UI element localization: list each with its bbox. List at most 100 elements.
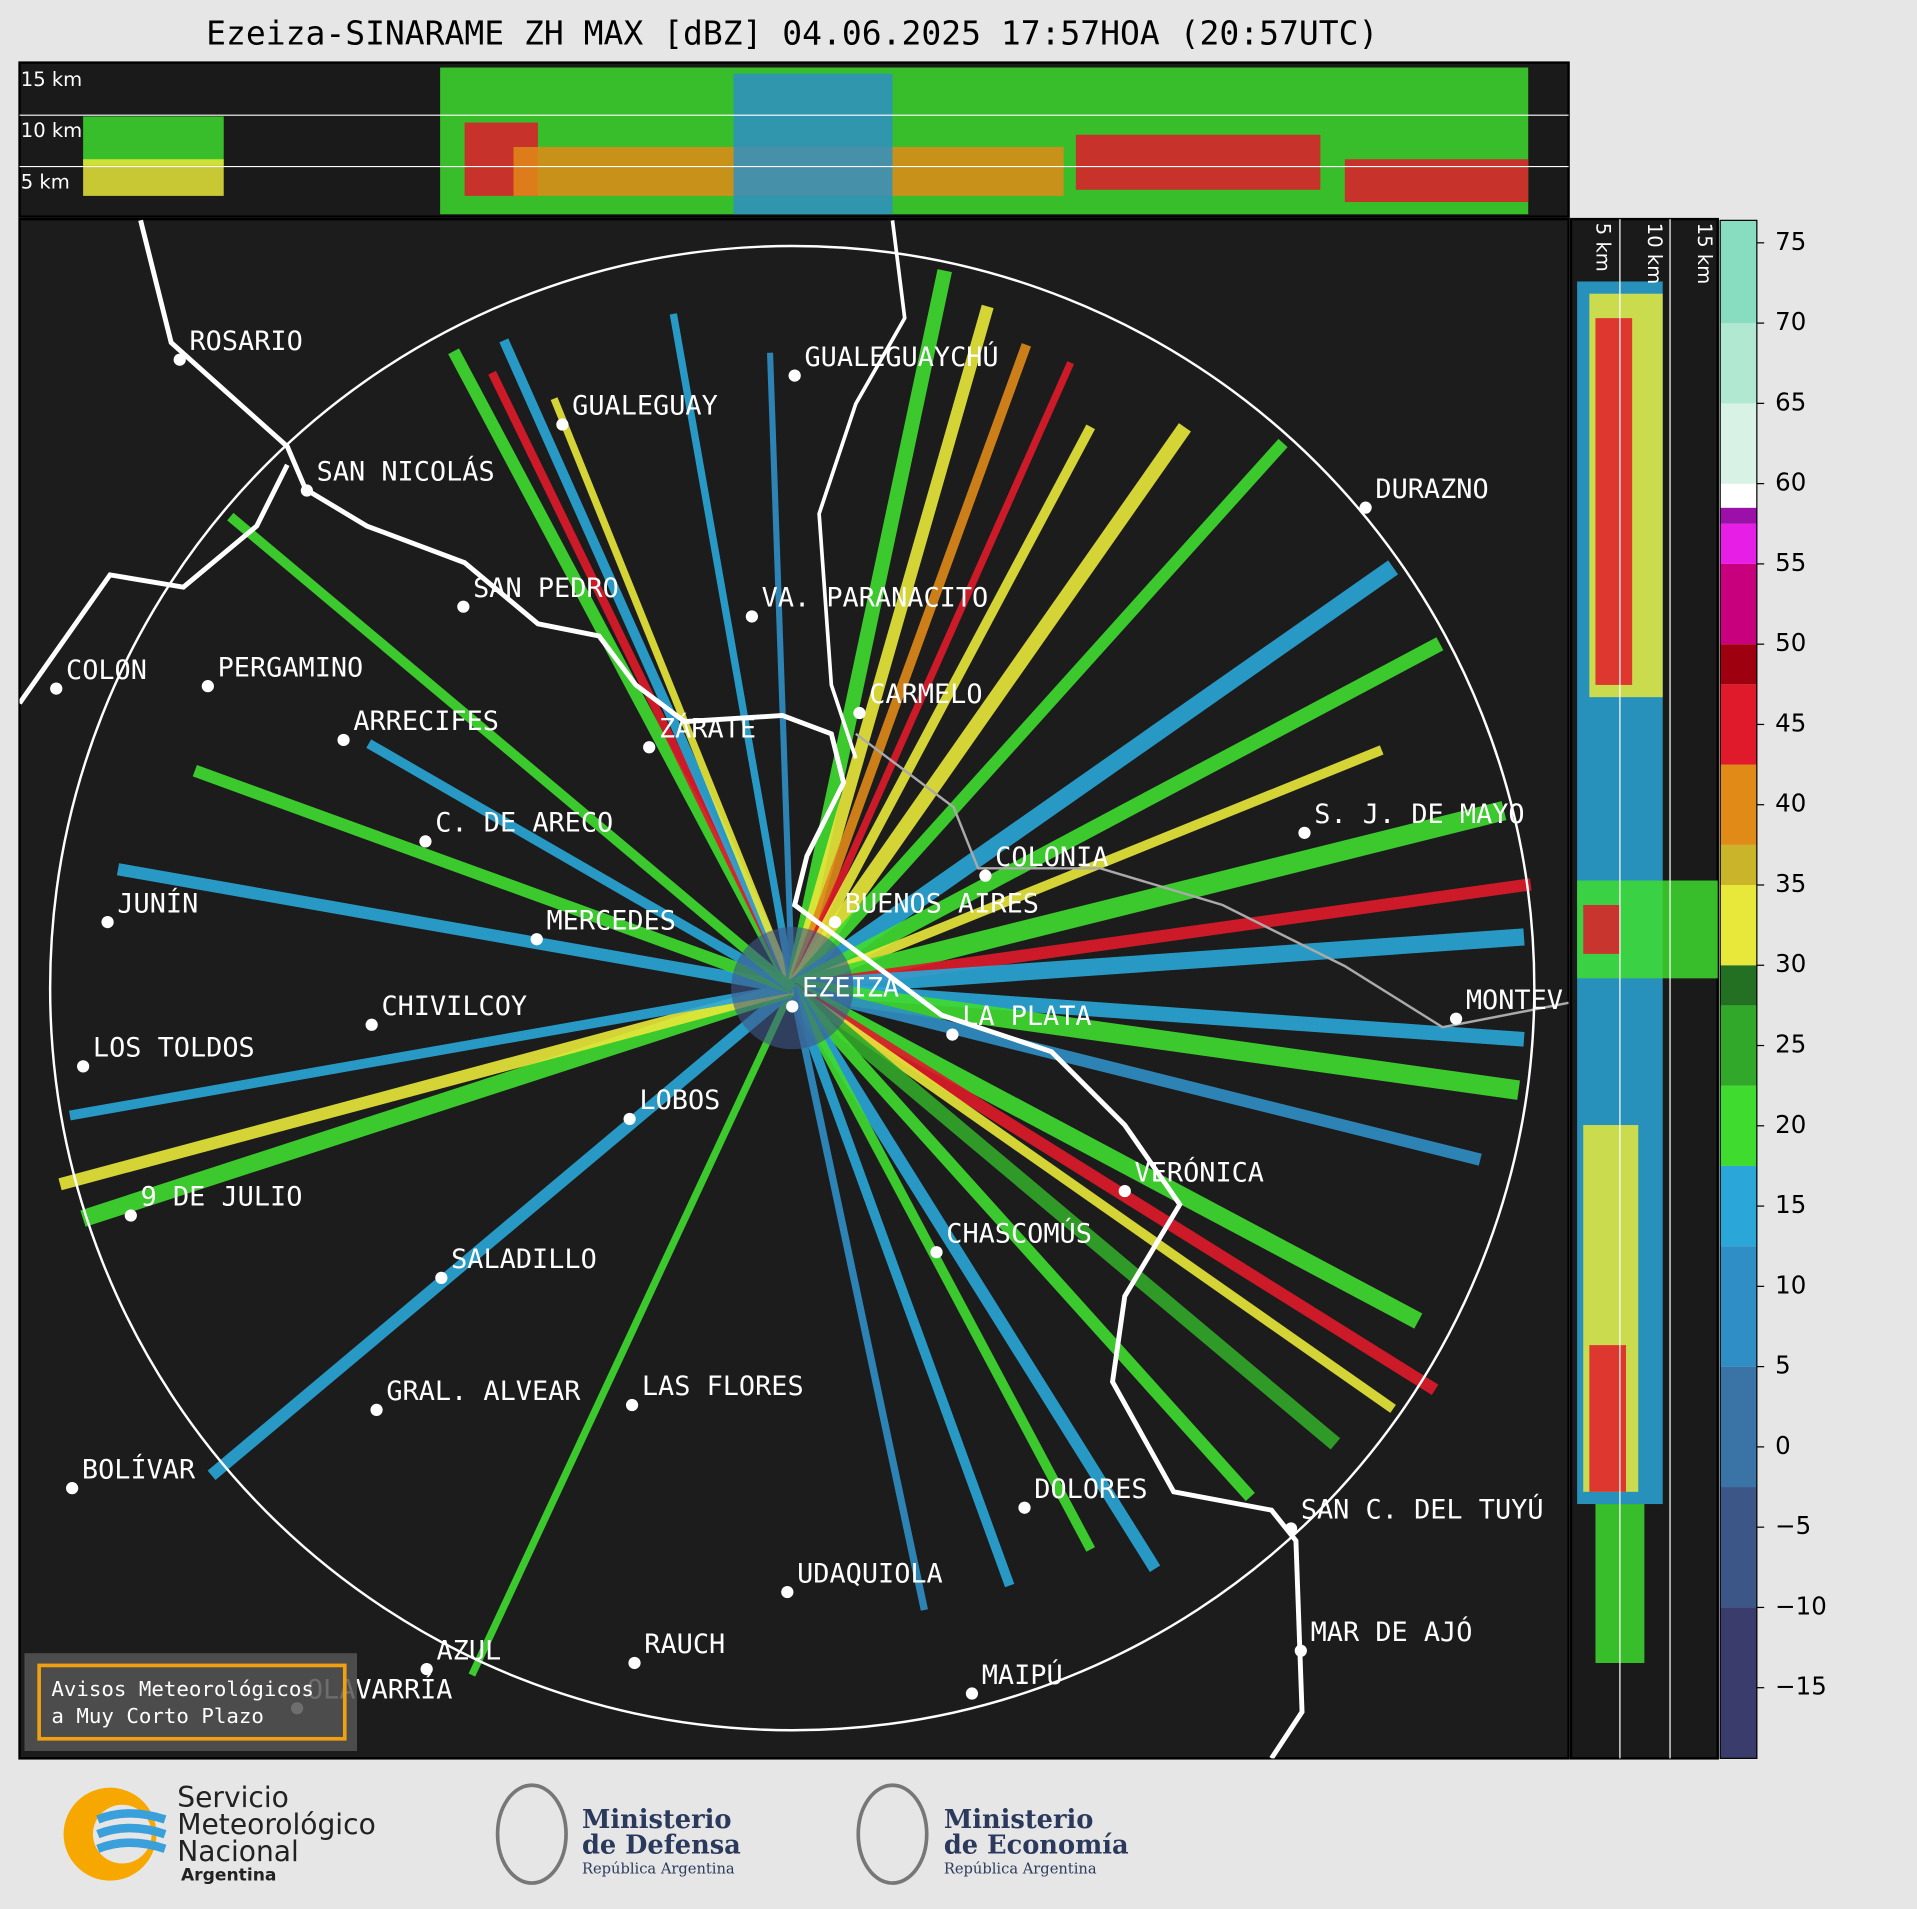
radar-ray [788,982,1439,1395]
radar-ray [790,982,1482,1166]
notice-text: a Muy Corto Plazo [51,1704,264,1728]
radar-ray [787,424,1096,991]
city-label: SAN NICOLÁS [317,456,495,488]
cross-section [1595,318,1633,685]
city-label: SAN PEDRO [473,573,619,604]
coat-of-arms [856,1783,929,1885]
cross-section [1583,904,1620,954]
city-dot [66,1482,79,1495]
city-label: DURAZNO [1375,474,1488,505]
cross-section [1075,134,1321,190]
cities: ROSARIO GUALEGUAYCHÚ GUALEGUAY SAN NICOLÁS D… [50,326,1563,1715]
height-label: 5 km [21,171,70,194]
cross-section [83,116,224,166]
logo-text: Nacional [177,1835,299,1868]
city-label: COLONIA [995,842,1108,873]
colorbar-band [1720,764,1757,845]
city-dot [124,1209,137,1222]
city-dot [370,1403,383,1417]
city-dot [1118,1184,1131,1198]
colorbar-band [1720,403,1757,484]
city-dot [788,369,801,382]
city-dot [530,933,543,946]
radar-clutter [731,926,854,1050]
notice-box [37,1663,347,1741]
city-label: VERÓNICA [1135,1156,1264,1188]
radar-ray [791,928,1525,997]
logo-text: Argentina [181,1866,276,1886]
radar-ray [786,423,1191,993]
city-label: EZEIZA [802,973,899,1004]
colorbar-band [1720,644,1757,685]
height-label: 5 km [1592,223,1615,272]
city-label: DOLORES [1034,1474,1147,1505]
city-label: ZÁRATE [659,712,756,744]
city-label: LA PLATA [962,1001,1091,1032]
city-label: BUENOS AIRES [845,888,1039,919]
city-label: GUALEGUAYCHÚ [804,341,998,373]
colorbar-tick-label: 30 [1775,949,1806,978]
colorbar-tick-label: 35 [1775,869,1806,898]
colorbar-band [1720,1246,1757,1367]
radar-ray [787,984,1161,1572]
city-label: LOBOS [639,1085,720,1116]
radar-ray [790,978,1520,1100]
cross-section [83,159,224,196]
radar-ray [468,986,796,1677]
city-dot [201,680,214,693]
logo-text: de Defensa [582,1831,741,1861]
colorbar-tick-label: −5 [1775,1511,1811,1540]
logo-text: Ministerio [944,1805,1094,1835]
radar-ray [499,338,797,991]
city-dot [643,741,656,754]
colorbar-band [1720,844,1757,885]
city-label: JUNÍN [117,887,198,919]
colorbar-tick-label: 70 [1775,307,1806,336]
range-ring [48,244,1536,1732]
city-label: CHASCOMÚS [946,1217,1092,1249]
colorbar-band [1720,1005,1757,1086]
city-label: MAIPÚ [982,1659,1063,1691]
river-line [817,220,907,759]
colorbar-tick-label: −10 [1775,1591,1827,1620]
radar-ray [550,397,796,990]
city-label: SALADILLO [451,1244,597,1275]
radar-ray [788,987,928,1611]
radar-ray [787,560,1399,996]
city-label: GUALEGUAY [572,391,718,422]
colorbar-band [1720,684,1757,765]
coat-of-arms [495,1783,568,1885]
cross-section [1344,159,1529,203]
city-label: VA. PARANACITO [762,583,989,614]
city-dot [1298,826,1311,839]
colorbar-band [1720,507,1757,524]
colorbar-band [1720,1366,1757,1488]
title: Ezeiza-SINARAME ZH MAX [dBZ] 04.06.2025 … [206,13,1378,52]
notice-bg [24,1653,357,1752]
border-line [855,732,1569,1029]
city-label: CARMELO [869,679,982,710]
colorbar-tick-label: 20 [1775,1110,1806,1139]
colorbar-frame [1719,219,1758,1759]
city-label: AZUL [436,1635,501,1666]
city-label: LAS FLORES [642,1371,804,1402]
radar-ray [68,983,794,1121]
logo-text: Ministerio [582,1805,732,1835]
city-label: MERCEDES [546,905,675,936]
city-label: COLON [66,655,147,686]
colorbar-tick-label: 15 [1775,1190,1806,1219]
radar-ray [192,764,795,994]
logo-text: Servicio [177,1781,289,1814]
colorbar-tick-label: 75 [1775,227,1806,256]
city-dot [419,835,432,848]
height-label: 10 km [21,119,82,142]
colorbar-tick-label: 10 [1775,1270,1806,1299]
colorbar-band [1720,220,1757,324]
radar-ray [788,361,1075,990]
radar-ray [80,979,795,1227]
radar-ray [227,512,796,992]
city-label: ARRECIFES [353,706,499,737]
city-label: UDAQUIOLA [797,1558,943,1589]
radar-ray [207,983,797,1481]
city-label: SAN C. DEL TUYÚ [1301,1494,1544,1526]
